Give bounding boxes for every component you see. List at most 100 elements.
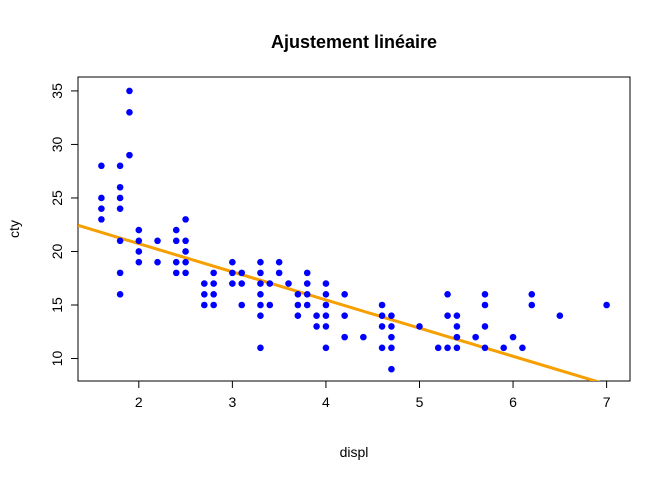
data-point — [341, 290, 348, 298]
data-point — [453, 323, 461, 330]
data-point — [98, 216, 105, 223]
data-point — [257, 301, 264, 309]
data-point — [172, 269, 180, 277]
data-point — [98, 162, 105, 170]
data-point — [500, 344, 507, 352]
data-point — [116, 162, 124, 170]
data-point — [481, 323, 489, 330]
data-point — [98, 194, 105, 202]
data-point — [116, 237, 124, 245]
data-point — [294, 290, 302, 298]
data-point — [201, 280, 208, 287]
y-tick-label: 35 — [49, 83, 65, 99]
regression-line — [78, 223, 601, 381]
data-point — [303, 290, 311, 298]
data-point — [201, 301, 208, 309]
data-point — [98, 205, 105, 212]
data-point — [341, 333, 348, 341]
y-tick-label: 15 — [49, 297, 65, 313]
data-point — [238, 269, 246, 277]
y-axis: 10 15 20 25 30 35 — [49, 83, 78, 366]
x-tick-label: 2 — [135, 394, 143, 410]
data-point — [182, 269, 189, 277]
data-point — [481, 290, 489, 298]
data-point — [453, 333, 461, 341]
data-point — [528, 290, 536, 298]
data-point — [444, 344, 451, 352]
data-points — [98, 87, 610, 373]
data-point — [322, 280, 330, 287]
plot-frame — [77, 76, 631, 382]
data-point — [210, 290, 217, 298]
x-tick-label: 7 — [603, 394, 611, 410]
data-point — [116, 269, 124, 277]
data-point — [322, 312, 330, 320]
data-point — [135, 237, 143, 245]
fit-line-layer — [78, 223, 601, 381]
data-point — [126, 87, 133, 95]
data-point — [135, 258, 143, 266]
data-point — [303, 269, 311, 277]
data-point — [388, 333, 395, 341]
data-point — [257, 344, 264, 352]
y-tick-label: 20 — [49, 243, 65, 259]
data-point — [257, 269, 264, 277]
data-point — [322, 301, 330, 309]
data-point — [116, 290, 124, 298]
data-point — [388, 344, 395, 352]
data-point — [126, 109, 133, 116]
data-point — [341, 312, 348, 320]
data-point — [481, 301, 489, 309]
y-tick-label: 10 — [49, 351, 65, 367]
y-axis-label: cty — [6, 220, 22, 238]
data-point — [238, 301, 246, 309]
data-point — [378, 323, 386, 330]
data-point — [135, 226, 143, 234]
data-point — [257, 258, 264, 266]
x-axis-label: displ — [340, 444, 369, 460]
data-point — [303, 301, 311, 309]
data-point — [257, 312, 264, 320]
x-tick-label: 6 — [509, 394, 517, 410]
data-point — [257, 290, 264, 298]
data-point — [116, 194, 124, 202]
x-axis: 2 3 4 5 6 7 — [135, 381, 611, 410]
y-tick-label: 25 — [49, 190, 65, 206]
data-point — [257, 280, 264, 287]
data-point — [116, 205, 124, 212]
data-point — [444, 290, 451, 298]
data-point — [238, 280, 246, 287]
data-point — [378, 344, 386, 352]
y-tick-label: 30 — [49, 136, 65, 152]
data-point — [201, 290, 208, 298]
x-tick-label: 3 — [228, 394, 236, 410]
data-point — [453, 344, 461, 352]
data-point — [172, 237, 180, 245]
data-point — [275, 258, 283, 266]
data-point — [434, 344, 442, 352]
data-point — [210, 301, 217, 309]
data-point — [229, 269, 236, 277]
data-point — [509, 333, 517, 341]
data-point — [182, 216, 189, 223]
data-point — [229, 258, 236, 266]
data-point — [313, 312, 320, 320]
data-point — [182, 248, 189, 255]
x-tick-label: 4 — [322, 394, 330, 410]
data-point — [266, 301, 274, 309]
data-point — [126, 151, 133, 159]
data-point — [154, 237, 161, 245]
data-point — [519, 344, 526, 352]
data-point — [182, 258, 189, 266]
data-point — [285, 280, 292, 287]
data-point — [116, 183, 124, 191]
data-point — [388, 365, 395, 373]
data-point — [266, 280, 274, 287]
data-point — [172, 258, 180, 266]
data-point — [388, 323, 395, 330]
data-point — [275, 269, 283, 277]
data-point — [229, 280, 236, 287]
data-point — [444, 312, 451, 320]
data-point — [528, 301, 536, 309]
